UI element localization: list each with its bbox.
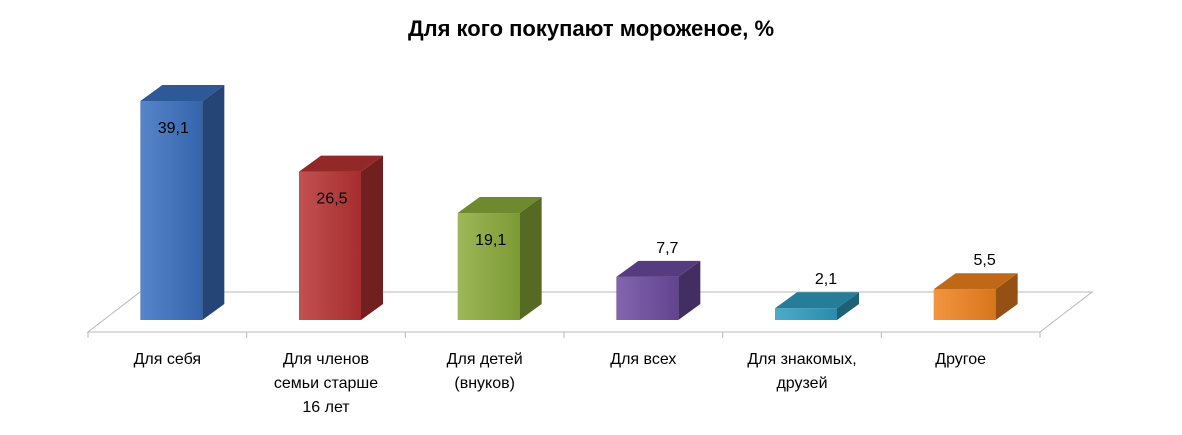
bar-front <box>457 213 520 320</box>
bar-front <box>775 308 837 320</box>
bar-side <box>519 197 542 320</box>
bar-top <box>933 273 1018 290</box>
bar <box>775 292 859 320</box>
value-label: 5,5 <box>974 252 996 269</box>
value-label: 2,1 <box>815 271 837 288</box>
bar-side <box>678 260 701 320</box>
bar-side <box>202 85 225 320</box>
value-label: 39,1 <box>158 120 189 137</box>
category-label: Для всех <box>610 351 676 368</box>
value-label: 7,7 <box>656 240 678 257</box>
bar <box>457 197 542 320</box>
chart-title: Для кого покупают мороженое, % <box>408 16 774 41</box>
bar-top <box>140 85 225 101</box>
value-label: 26,5 <box>316 191 347 208</box>
category-label: Другое <box>935 351 986 368</box>
bar-side <box>995 273 1018 320</box>
bar-front <box>933 289 996 320</box>
value-labels: 39,1 26,5 19,1 7,7 2,1 5,5 <box>158 120 996 288</box>
bar <box>299 155 383 320</box>
bar-side <box>361 155 383 320</box>
bar-front <box>140 101 203 320</box>
bar <box>616 260 701 320</box>
bar-top <box>457 197 542 214</box>
category-label: Для знакомых, друзей <box>747 351 856 392</box>
category-label: Для детей (внуков) <box>447 351 523 392</box>
bar <box>933 273 1018 320</box>
bar-front <box>299 171 361 320</box>
value-label: 19,1 <box>475 232 506 249</box>
bar-top <box>299 155 383 172</box>
bar-side <box>837 292 859 320</box>
category-labels: Для себя Для членов семьи старше 16 лет Для … <box>134 351 987 416</box>
bar-top <box>775 292 859 309</box>
category-label: Для себя <box>134 351 201 368</box>
bar-front <box>616 276 679 320</box>
bar <box>140 85 225 320</box>
chart-bars <box>140 85 1018 320</box>
category-label: Для членов семьи старше 16 лет <box>274 351 378 416</box>
bar-top <box>616 260 701 277</box>
